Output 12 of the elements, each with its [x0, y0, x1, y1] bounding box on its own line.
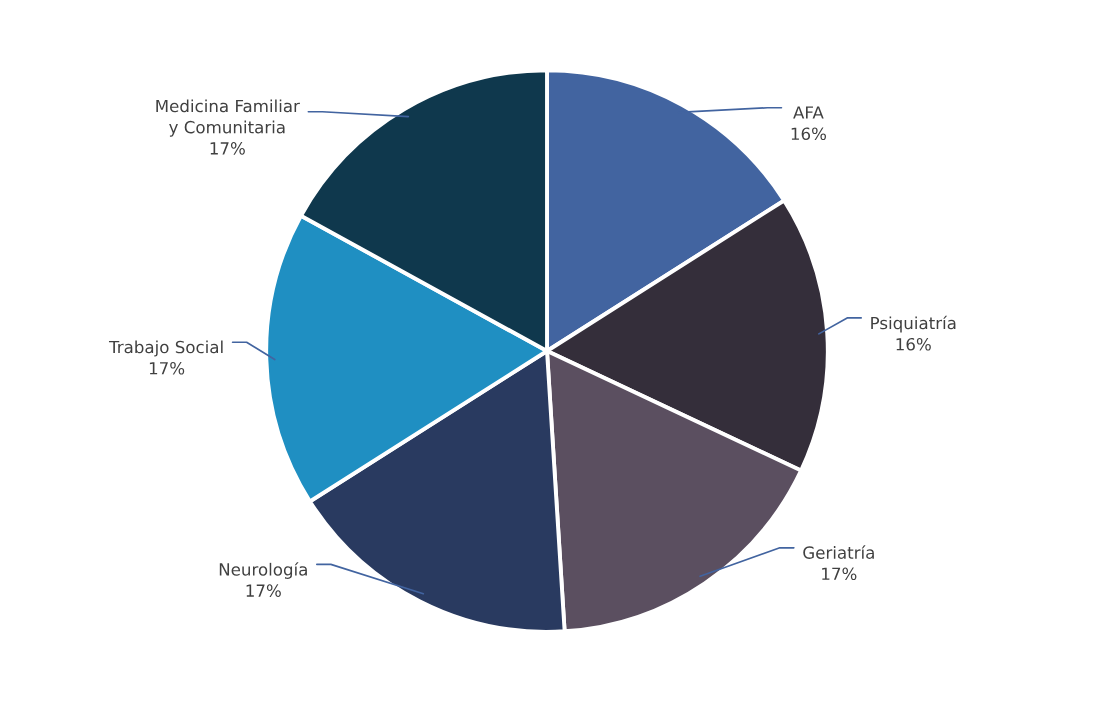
data-label: 17% — [822, 567, 857, 581]
data-label: 17% — [210, 142, 245, 155]
slice-label: Neurología — [219, 562, 307, 579]
slice-label: AFA — [793, 106, 824, 119]
slice-label: Trabajo Social — [108, 340, 223, 357]
slice-label: Medicina Familiar y Comunitaria — [156, 99, 300, 137]
slice-label: Psiquiatría — [871, 315, 956, 333]
data-label: 16% — [896, 337, 931, 351]
data-label: 17% — [149, 361, 185, 375]
slice-label: Geriatría — [803, 545, 874, 559]
data-label: 16% — [791, 127, 827, 141]
data-label: 17% — [246, 584, 281, 597]
